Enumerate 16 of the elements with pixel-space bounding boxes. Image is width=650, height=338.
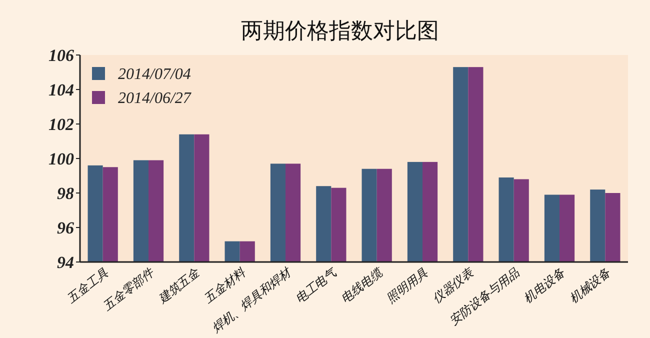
y-tick-label: 98 [57, 184, 74, 203]
y-tick-label: 94 [57, 253, 74, 272]
y-tick-label: 106 [48, 46, 74, 65]
x-tick-label: 机电设备 [520, 264, 568, 306]
y-tick-label: 102 [48, 115, 74, 134]
x-tick-label: 建筑五金 [154, 264, 203, 307]
y-tick-label: 100 [48, 150, 74, 168]
legend-label: 2014/06/27 [118, 90, 192, 107]
x-tick-label: 机械设备 [566, 264, 614, 306]
x-tick-label: 照明用具 [384, 264, 432, 306]
x-tick-label: 电线电缆 [338, 264, 386, 306]
legend-label: 2014/07/04 [118, 66, 191, 83]
y-tick-label: 104 [48, 80, 74, 100]
x-tick-label: 电工电气 [292, 264, 340, 306]
chart-title: 两期价格指数对比图 [241, 19, 439, 44]
y-tick-label: 96 [57, 218, 74, 238]
